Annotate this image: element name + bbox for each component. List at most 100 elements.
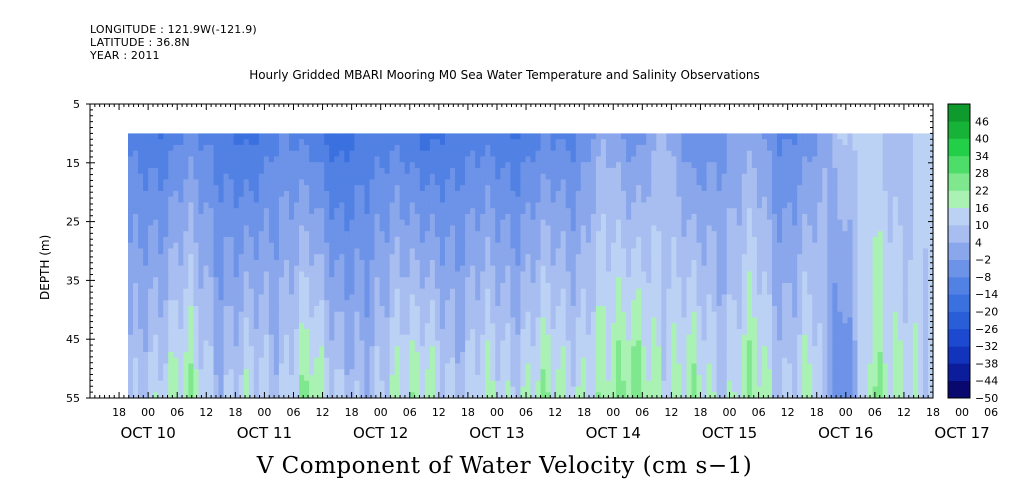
heatmap-cell bbox=[444, 208, 451, 215]
heatmap-cell bbox=[359, 162, 366, 169]
heatmap-cell bbox=[399, 179, 406, 186]
heatmap-cell bbox=[324, 282, 330, 290]
heatmap-cell bbox=[299, 340, 305, 347]
heatmap-cell bbox=[218, 225, 225, 232]
heatmap-cell bbox=[646, 254, 652, 261]
heatmap-cell bbox=[510, 294, 517, 301]
heatmap-cell bbox=[661, 248, 667, 255]
heatmap-cell bbox=[419, 173, 426, 181]
heatmap-cell bbox=[304, 173, 310, 181]
heatmap-cell bbox=[525, 254, 532, 261]
heatmap-cell bbox=[444, 346, 451, 353]
heatmap-cell bbox=[419, 351, 426, 359]
heatmap-cell bbox=[394, 277, 401, 284]
heatmap-cell bbox=[575, 167, 582, 175]
heatmap-cell bbox=[439, 300, 446, 307]
heatmap-cell bbox=[289, 213, 295, 221]
heatmap-cell bbox=[238, 259, 245, 267]
heatmap-cell bbox=[238, 213, 245, 221]
heatmap-cell bbox=[218, 248, 225, 255]
heatmap-cell bbox=[314, 369, 320, 376]
heatmap-cell bbox=[309, 323, 315, 330]
heatmap-cell bbox=[389, 357, 396, 365]
heatmap-cell bbox=[304, 334, 310, 342]
heatmap-cell bbox=[233, 380, 240, 388]
heatmap-cell bbox=[339, 196, 345, 204]
heatmap-cell bbox=[520, 271, 527, 278]
heatmap-cell bbox=[399, 190, 406, 198]
heatmap-cell bbox=[258, 219, 265, 227]
heatmap-cell bbox=[570, 185, 577, 192]
heatmap-cell bbox=[299, 357, 305, 365]
heatmap-cell bbox=[268, 185, 275, 192]
heatmap-cell bbox=[208, 167, 215, 175]
heatmap-cell bbox=[455, 265, 461, 273]
heatmap-cell bbox=[299, 328, 305, 336]
heatmap-cell bbox=[470, 133, 476, 140]
heatmap-cell bbox=[153, 392, 159, 399]
heatmap-cell bbox=[399, 288, 406, 296]
heatmap-cell bbox=[621, 311, 627, 319]
heatmap-cell bbox=[304, 167, 310, 175]
heatmap-cell bbox=[364, 294, 371, 301]
heatmap-cell bbox=[545, 259, 552, 267]
heatmap-cell bbox=[188, 271, 195, 278]
heatmap-cell bbox=[465, 173, 471, 181]
heatmap-cell bbox=[163, 144, 169, 152]
heatmap-cell bbox=[480, 242, 486, 250]
heatmap-cell bbox=[419, 392, 426, 399]
heatmap-cell bbox=[193, 340, 200, 347]
heatmap-cell bbox=[128, 254, 134, 261]
heatmap-cell bbox=[158, 179, 164, 186]
heatmap-cell bbox=[666, 334, 672, 342]
heatmap-cell bbox=[158, 173, 164, 181]
heatmap-cell bbox=[399, 357, 406, 365]
heatmap-cell bbox=[590, 317, 597, 324]
heatmap-cell bbox=[580, 369, 587, 376]
heatmap-cell bbox=[193, 162, 200, 169]
heatmap-cell bbox=[631, 254, 637, 261]
heatmap-cell bbox=[600, 351, 607, 359]
heatmap-cell bbox=[550, 311, 557, 319]
heatmap-cell bbox=[213, 288, 220, 296]
heatmap-cell bbox=[510, 179, 517, 186]
heatmap-cell bbox=[138, 300, 144, 307]
heatmap-cell bbox=[530, 213, 537, 221]
heatmap-cell bbox=[319, 144, 325, 152]
heatmap-cell bbox=[575, 156, 582, 163]
heatmap-cell bbox=[193, 167, 200, 175]
heatmap-cell bbox=[314, 139, 320, 146]
heatmap-cell bbox=[193, 179, 200, 186]
heatmap-cell bbox=[314, 208, 320, 215]
heatmap-cell bbox=[213, 282, 220, 290]
heatmap-cell bbox=[173, 363, 179, 370]
heatmap-cell bbox=[304, 213, 310, 221]
heatmap-cell bbox=[163, 231, 169, 238]
heatmap-cell bbox=[329, 254, 335, 261]
heatmap-cell bbox=[419, 288, 426, 296]
heatmap-cell bbox=[203, 277, 210, 284]
heatmap-cell bbox=[168, 288, 174, 296]
heatmap-cell bbox=[294, 311, 300, 319]
heatmap-cell bbox=[359, 219, 366, 227]
heatmap-cell bbox=[656, 340, 662, 347]
heatmap-cell bbox=[636, 179, 642, 186]
heatmap-cell bbox=[636, 311, 642, 319]
heatmap-cell bbox=[374, 346, 381, 353]
heatmap-cell bbox=[379, 282, 386, 290]
heatmap-cell bbox=[148, 156, 154, 163]
heatmap-cell bbox=[374, 254, 381, 261]
heatmap-cell bbox=[218, 305, 225, 313]
heatmap-cell bbox=[560, 374, 567, 382]
heatmap-cell bbox=[570, 208, 577, 215]
heatmap-cell bbox=[450, 213, 456, 221]
heatmap-cell bbox=[344, 179, 350, 186]
heatmap-cell bbox=[525, 156, 532, 163]
heatmap-cell bbox=[580, 271, 587, 278]
heatmap-cell bbox=[263, 386, 270, 393]
heatmap-cell bbox=[611, 196, 617, 204]
heatmap-cell bbox=[319, 305, 325, 313]
heatmap-cell bbox=[666, 374, 672, 382]
heatmap-cell bbox=[600, 386, 607, 393]
heatmap-cell bbox=[258, 369, 265, 376]
